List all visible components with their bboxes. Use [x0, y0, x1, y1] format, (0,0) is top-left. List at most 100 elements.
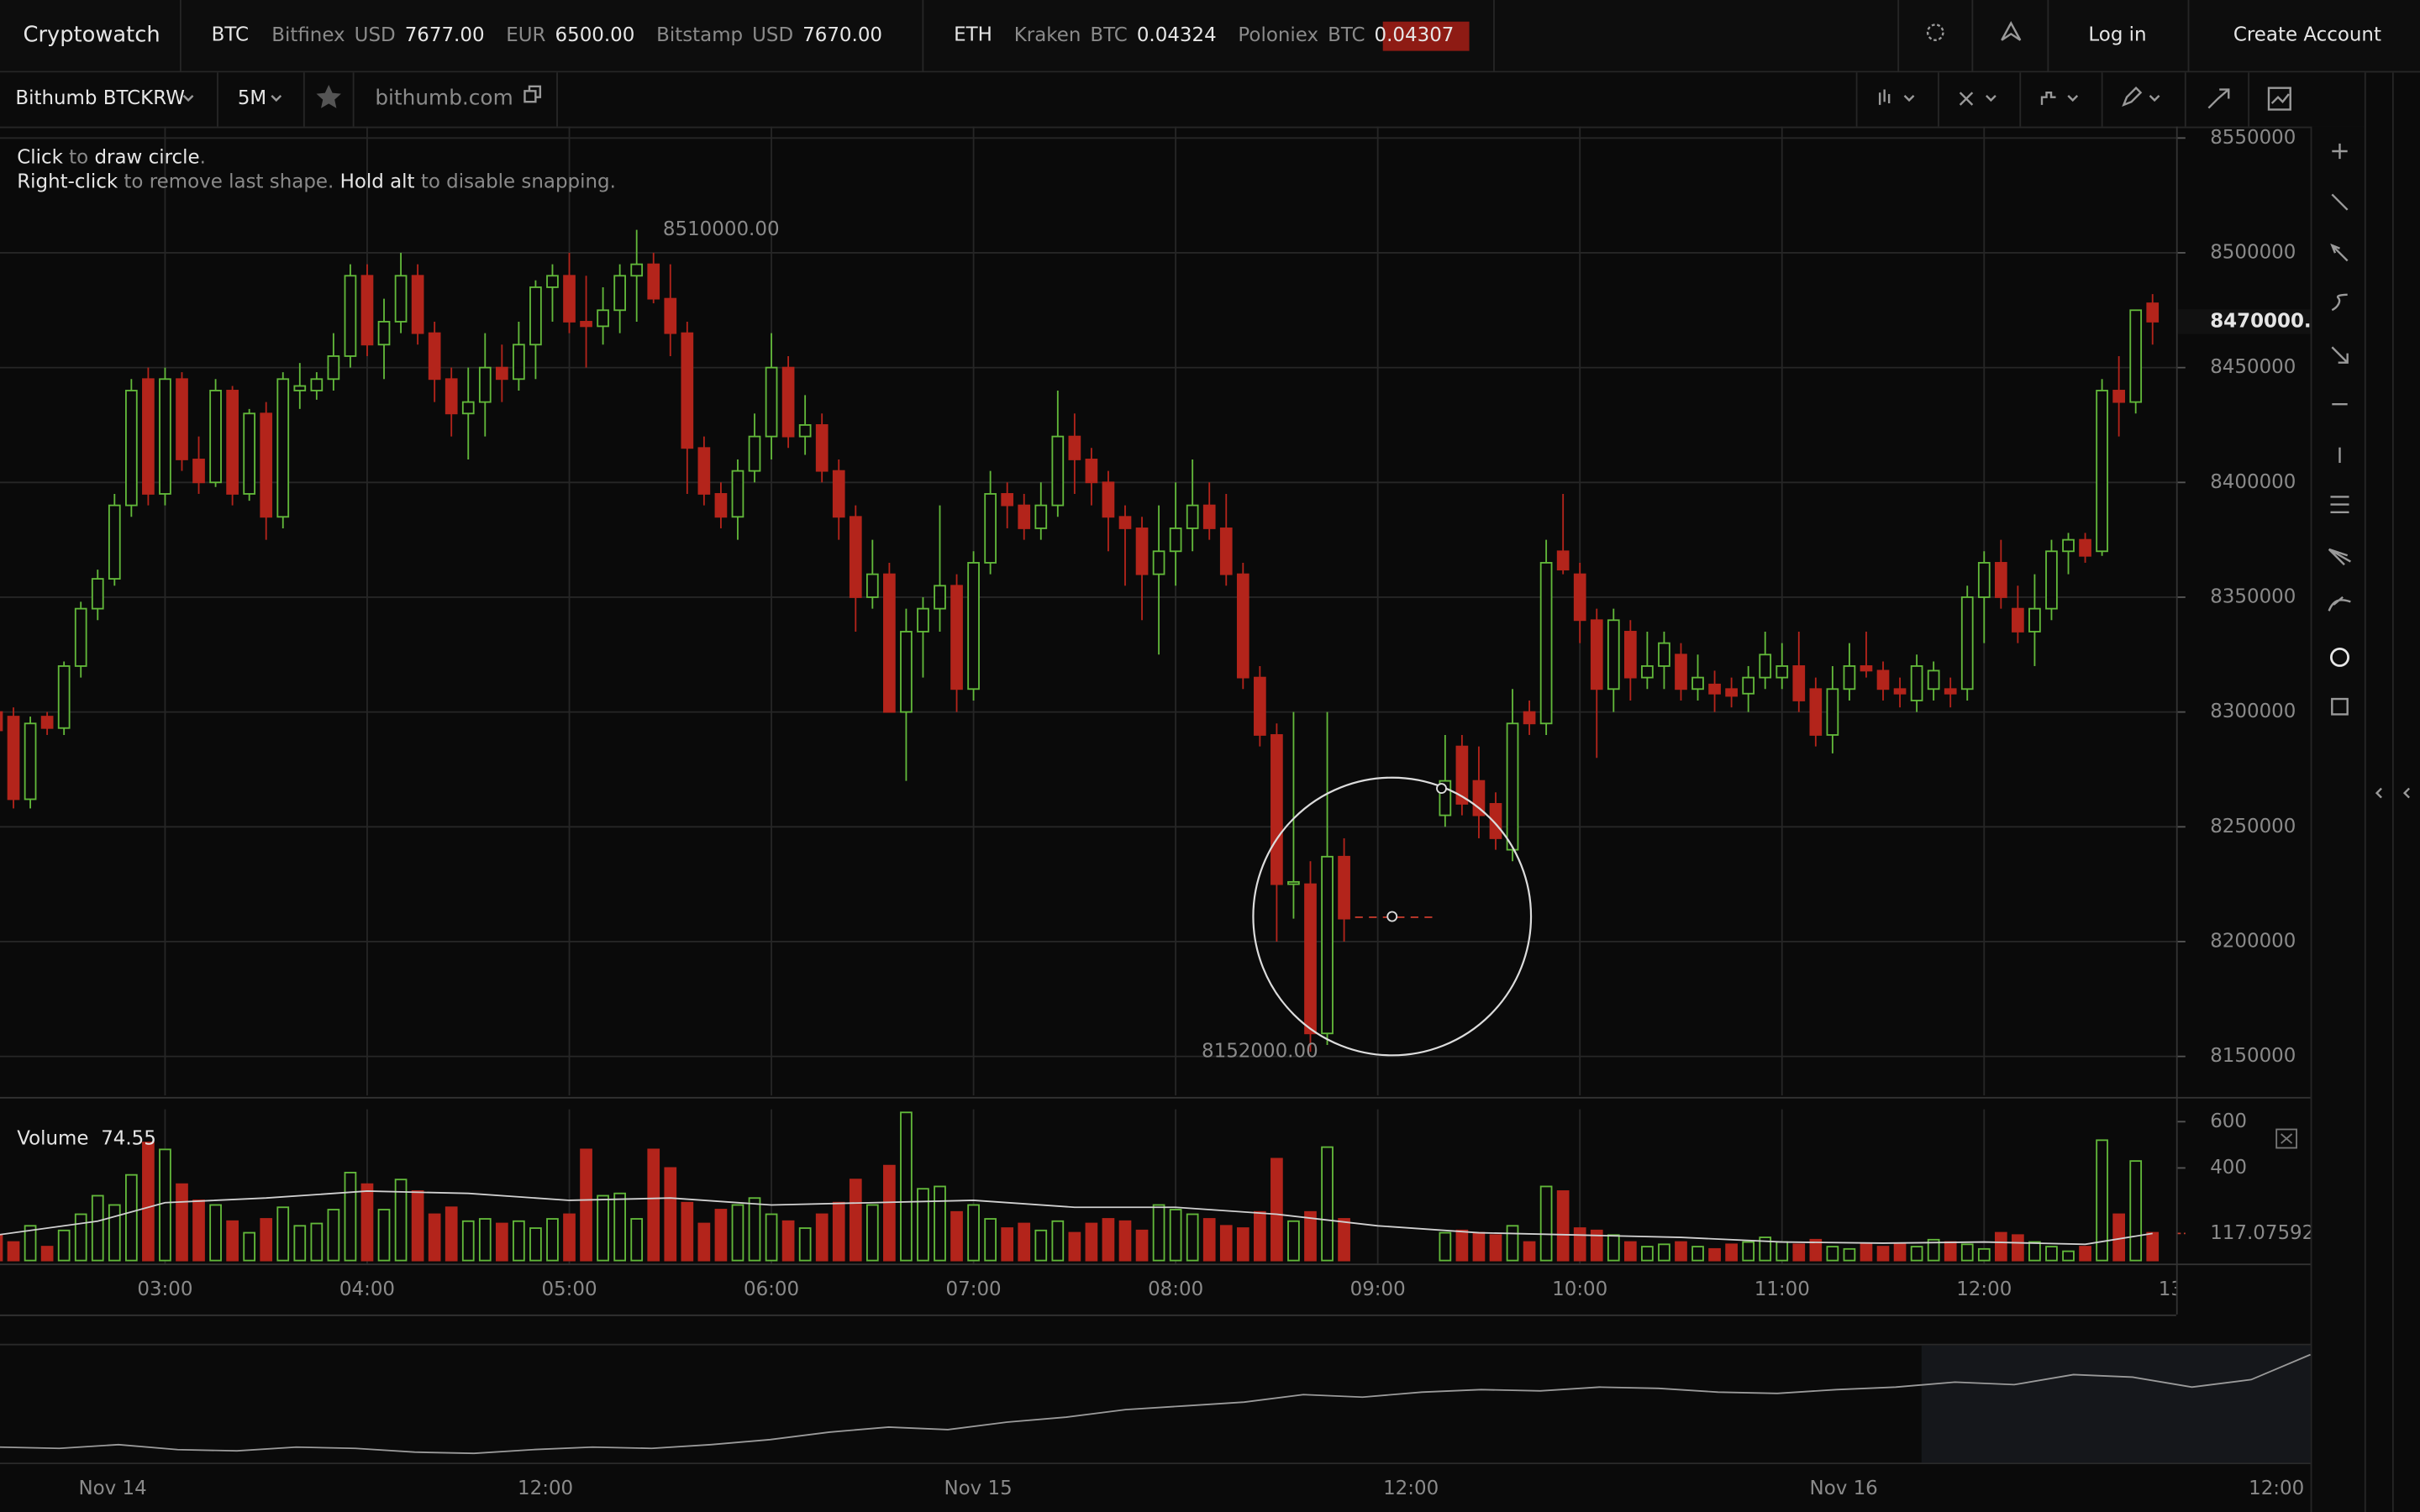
- candle-body: [815, 424, 829, 472]
- navigator-label: Nov 14: [78, 1478, 146, 1499]
- candle-body: [2079, 538, 2091, 557]
- ticker-row: Bitfinex USD 7677.00 EUR 6500.00 Bitstamp USD 7…: [271, 24, 882, 46]
- volume-bar: [1910, 1246, 1923, 1262]
- x-tick-label: 12:00: [1956, 1278, 2012, 1300]
- favorite-star[interactable]: [316, 85, 341, 108]
- currency: BTC: [1328, 24, 1365, 46]
- candle-body: [613, 275, 626, 312]
- tool-arrow[interactable]: [2331, 346, 2349, 364]
- interval-select[interactable]: 5M: [238, 87, 266, 109]
- chart-type-button[interactable]: [1878, 89, 1915, 105]
- price: 0.04324: [1137, 24, 1217, 46]
- tool-arc[interactable]: [2328, 596, 2351, 612]
- candle-body: [967, 562, 980, 690]
- candle-body: [125, 390, 138, 507]
- login-button[interactable]: Log in: [2088, 24, 2146, 46]
- volume-bar: [192, 1200, 205, 1262]
- navigator-label: Nov 15: [944, 1478, 1012, 1499]
- candle-body: [1876, 669, 1890, 690]
- volume-bar: [1691, 1246, 1704, 1262]
- volume-bar: [327, 1209, 340, 1262]
- volume-bar: [1573, 1227, 1586, 1262]
- candle-body: [327, 355, 340, 381]
- y-tick-label: 8500000: [2210, 241, 2296, 263]
- volume-bar: [74, 1213, 87, 1262]
- brand[interactable]: Cryptowatch: [24, 23, 160, 48]
- overlay-button[interactable]: [2040, 92, 2079, 105]
- candle-body: [900, 631, 913, 713]
- exchange: Bitfinex: [271, 24, 345, 46]
- tool-line[interactable]: [2331, 193, 2349, 211]
- circle-center[interactable]: [1386, 911, 1398, 922]
- instruction-part: .: [200, 146, 206, 168]
- candle-body: [1742, 676, 1755, 695]
- tool-fan[interactable]: [2328, 548, 2351, 566]
- volume-bar: [2079, 1246, 2091, 1262]
- candle-body: [748, 435, 761, 472]
- navigator-selection[interactable]: [1921, 1345, 2311, 1463]
- candle-body: [394, 275, 408, 323]
- candle-body: [176, 378, 188, 460]
- settings-icon[interactable]: [1926, 24, 1944, 41]
- instruction-part: to: [63, 146, 95, 168]
- candle-body: [192, 459, 205, 484]
- candle-body: [159, 378, 171, 495]
- chevron: [271, 95, 282, 102]
- candle-body: [1556, 550, 1570, 571]
- screenshot-button[interactable]: [2267, 87, 2291, 111]
- volume-bar: [478, 1218, 492, 1262]
- volume-bar: [950, 1210, 963, 1262]
- instruction-part: Right-click: [17, 171, 118, 192]
- volume-bar: [1169, 1209, 1182, 1262]
- volume-bar: [563, 1213, 576, 1262]
- draw-button[interactable]: [2122, 87, 2160, 108]
- volume-bar: [1658, 1243, 1670, 1262]
- volume-bar: [7, 1241, 20, 1262]
- fullscreen-button[interactable]: [2207, 88, 2230, 109]
- toolbar-bar: [0, 72, 2365, 127]
- indicators-button[interactable]: [1959, 92, 1996, 106]
- volume-bar: [0, 1234, 3, 1262]
- y-tick-label: 8400000: [2210, 471, 2296, 493]
- x-tick-label: 11:00: [1754, 1278, 1810, 1300]
- alerts-icon[interactable]: [2001, 21, 2022, 41]
- candle-body: [917, 607, 929, 633]
- tool-curve[interactable]: [2331, 293, 2348, 312]
- extreme-label: 8510000.00: [663, 218, 780, 240]
- volume-bar: [1236, 1227, 1249, 1262]
- tool-channel[interactable]: [2330, 496, 2349, 513]
- x-tick-label: 04:00: [339, 1278, 395, 1300]
- candle-body: [1539, 562, 1553, 725]
- volume-bar: [580, 1148, 592, 1262]
- candle-body: [1994, 562, 2007, 598]
- candle-body: [91, 578, 104, 610]
- close-pane-button[interactable]: [2275, 1128, 2297, 1149]
- currency: USD: [752, 24, 793, 46]
- price: 0.04307: [1375, 24, 1455, 46]
- tool-ray[interactable]: [2330, 243, 2349, 262]
- candle-body: [883, 573, 896, 713]
- volume-bar: [360, 1183, 374, 1262]
- candle-body: [1236, 573, 1249, 679]
- circle-handle[interactable]: [1436, 783, 1447, 794]
- site-link[interactable]: bithumb.com: [375, 86, 513, 110]
- volume-bar: [1001, 1227, 1014, 1262]
- x-tick-label: 03:00: [137, 1278, 192, 1300]
- market-select[interactable]: Bithumb BTCKRW: [15, 87, 185, 109]
- signup-button[interactable]: Create Account: [2233, 24, 2381, 46]
- tool-rect[interactable]: [2331, 697, 2349, 716]
- candle-body: [1809, 688, 1823, 736]
- tool-crosshair[interactable]: [2332, 143, 2348, 160]
- tool-circle[interactable]: [2330, 647, 2349, 667]
- instruction-part: to disable snapping.: [415, 171, 616, 192]
- candle-body: [714, 493, 728, 518]
- volume-bar: [664, 1167, 677, 1262]
- volume-bar: [765, 1213, 778, 1262]
- collapse-arrows[interactable]: [2375, 787, 2410, 799]
- candle-body: [108, 504, 121, 580]
- volume-bar: [1304, 1210, 1317, 1262]
- candle-body: [1304, 883, 1317, 1035]
- volume-bar: [613, 1192, 626, 1262]
- x-tick-label: 07:00: [946, 1278, 1002, 1300]
- volume-bar: [529, 1227, 542, 1262]
